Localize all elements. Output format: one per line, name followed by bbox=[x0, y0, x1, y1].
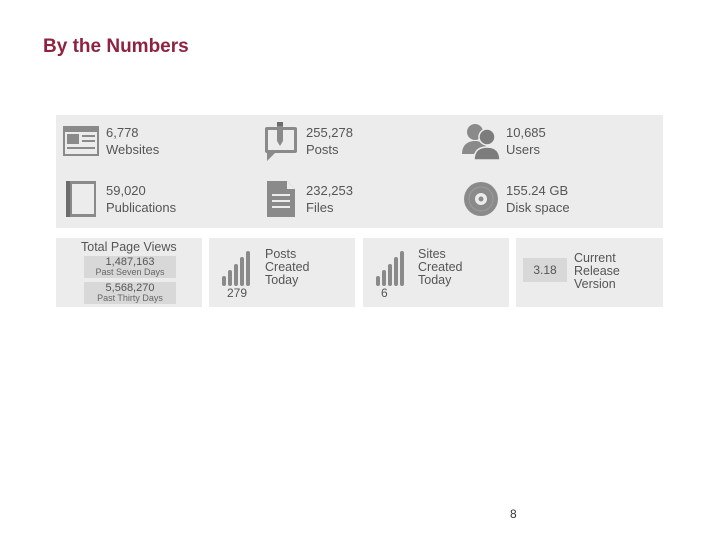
browser-window-icon bbox=[61, 121, 101, 161]
release-version-label: Current Release Version bbox=[574, 252, 620, 291]
page-views-seven-days-value: 1,487,163 bbox=[105, 256, 155, 268]
posts-today-line-3: Today bbox=[265, 273, 299, 287]
sites-today-line-3: Today bbox=[418, 273, 452, 287]
book-icon bbox=[61, 179, 101, 219]
bar-signal-icon bbox=[221, 250, 253, 293]
posts-today-count: 279 bbox=[227, 286, 248, 300]
stat-value: 155.24 GB bbox=[506, 183, 569, 198]
stat-label: Disk space bbox=[506, 200, 570, 215]
release-line-3: Version bbox=[574, 277, 616, 291]
stat-publications: 59,020 Publications bbox=[61, 179, 176, 219]
page-views-title: Total Page Views bbox=[81, 240, 177, 254]
stat-value: 6,778 bbox=[106, 125, 139, 140]
stat-label: Users bbox=[506, 142, 540, 157]
stat-value: 59,020 bbox=[106, 183, 146, 198]
page-views-thirty-days: 5,568,270 Past Thirty Days bbox=[84, 282, 176, 304]
stat-posts: 255,278 Posts bbox=[261, 121, 353, 161]
stat-label: Websites bbox=[106, 142, 160, 157]
sites-today-line-1: Sites bbox=[418, 247, 446, 261]
release-version-number: 3.18 bbox=[523, 258, 567, 282]
page-number: 8 bbox=[510, 507, 517, 521]
release-line-2: Release bbox=[574, 264, 620, 278]
page-views-thirty-days-value: 5,568,270 bbox=[105, 282, 155, 294]
stat-label: Files bbox=[306, 200, 334, 215]
page-views-thirty-days-label: Past Thirty Days bbox=[97, 293, 163, 303]
stat-disk-space: 155.24 GB Disk space bbox=[461, 179, 570, 219]
disc-icon bbox=[461, 179, 501, 219]
bar-signal-icon bbox=[375, 250, 407, 293]
post-pen-icon bbox=[261, 121, 301, 161]
slide-title: By the Numbers bbox=[43, 36, 189, 57]
release-line-1: Current bbox=[574, 251, 616, 265]
posts-today-line-1: Posts bbox=[265, 247, 297, 261]
page-views-seven-days-label: Past Seven Days bbox=[95, 267, 165, 277]
users-icon bbox=[461, 121, 501, 161]
stat-label: Publications bbox=[106, 200, 177, 215]
sites-today-count: 6 bbox=[381, 286, 388, 300]
sites-today-tile: Sites Created Today 6 bbox=[363, 238, 509, 307]
release-version-tile: 3.18 Current Release Version bbox=[516, 238, 663, 307]
stat-value: 255,278 bbox=[306, 125, 353, 140]
posts-today-label: Posts Created Today bbox=[265, 248, 309, 287]
document-icon bbox=[261, 179, 301, 219]
site-stats-panel: 6,778 Websites 255,278 Posts bbox=[56, 115, 663, 228]
posts-today-tile: Posts Created Today 279 bbox=[209, 238, 355, 307]
stat-users: 10,685 Users bbox=[461, 121, 546, 161]
sites-today-label: Sites Created Today bbox=[418, 248, 462, 287]
page-views-tile: Total Page Views 1,487,163 Past Seven Da… bbox=[56, 238, 202, 307]
posts-today-line-2: Created bbox=[265, 260, 310, 274]
stat-websites: 6,778 Websites bbox=[61, 121, 159, 161]
stat-label: Posts bbox=[306, 142, 339, 157]
stat-value: 232,253 bbox=[306, 183, 353, 198]
stat-value: 10,685 bbox=[506, 125, 546, 140]
page-views-seven-days: 1,487,163 Past Seven Days bbox=[84, 256, 176, 278]
stat-files: 232,253 Files bbox=[261, 179, 353, 219]
sites-today-line-2: Created bbox=[418, 260, 463, 274]
